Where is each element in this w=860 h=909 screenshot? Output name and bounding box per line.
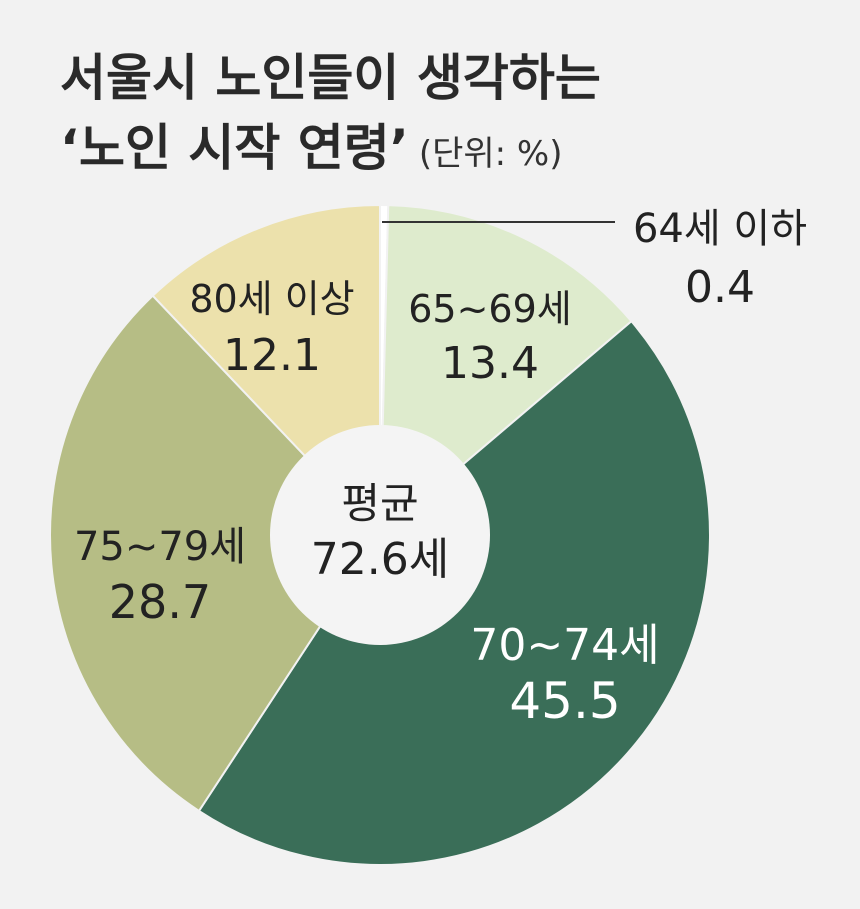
donut-hole — [270, 425, 490, 645]
slice-value-label-3: 45.5 — [509, 672, 620, 730]
slice-value-label-4: 28.7 — [109, 575, 211, 629]
unit-label: (단위: %) — [418, 134, 563, 174]
chart-title-line1: 서울시 노인들이 생각하는 — [60, 49, 601, 107]
slice-value-label-1: 0.4 — [685, 262, 755, 313]
slice-category-label-2: 65~69세 — [408, 287, 572, 331]
slice-value-label-5: 12.1 — [223, 330, 321, 381]
pie-slice-4 — [49, 294, 382, 813]
slice-category-label-3: 70~74세 — [470, 620, 659, 671]
chart-title-line2: ‘노인 시작 연령’ (단위: %) — [60, 108, 562, 180]
slice-category-label-4: 75~79세 — [74, 524, 246, 570]
center-label-average: 평균 — [341, 479, 418, 528]
chart-title-line2-text: ‘노인 시작 연령’ — [60, 119, 409, 177]
slice-category-label-5: 80세 이상 — [189, 277, 354, 321]
center-label-value: 72.6세 — [311, 534, 449, 585]
slice-category-label-1: 64세 이하 — [633, 206, 807, 252]
slice-value-label-2: 13.4 — [441, 338, 539, 389]
